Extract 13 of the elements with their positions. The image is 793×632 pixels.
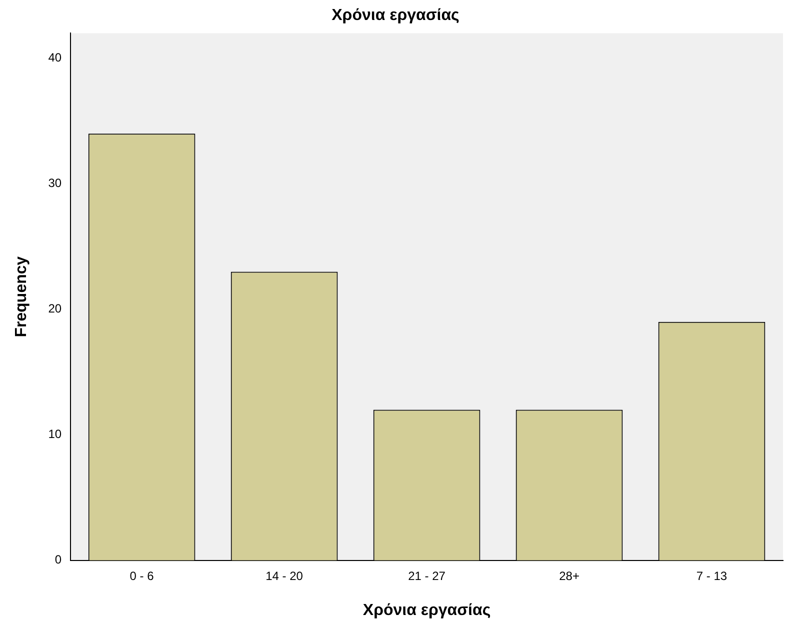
x-axis-title: Χρόνια εργασίας — [362, 602, 491, 619]
x-tick-label: 0 - 6 — [130, 568, 154, 583]
x-tick-label: 7 - 13 — [696, 568, 728, 583]
y-tick-label: 30 — [48, 176, 62, 190]
chart-title: Χρόνια εργασίας — [332, 7, 460, 24]
x-tick-label: 28+ — [559, 568, 580, 583]
y-tick-label: 20 — [48, 302, 62, 316]
x-tick-label: 21 - 27 — [408, 568, 446, 583]
y-axis-title: Frequency — [13, 256, 30, 338]
y-tick-label: 40 — [48, 50, 62, 65]
y-tick-label: 0 — [54, 552, 62, 567]
x-tick-label: 14 - 20 — [266, 568, 304, 583]
y-tick-label: 10 — [48, 427, 62, 442]
